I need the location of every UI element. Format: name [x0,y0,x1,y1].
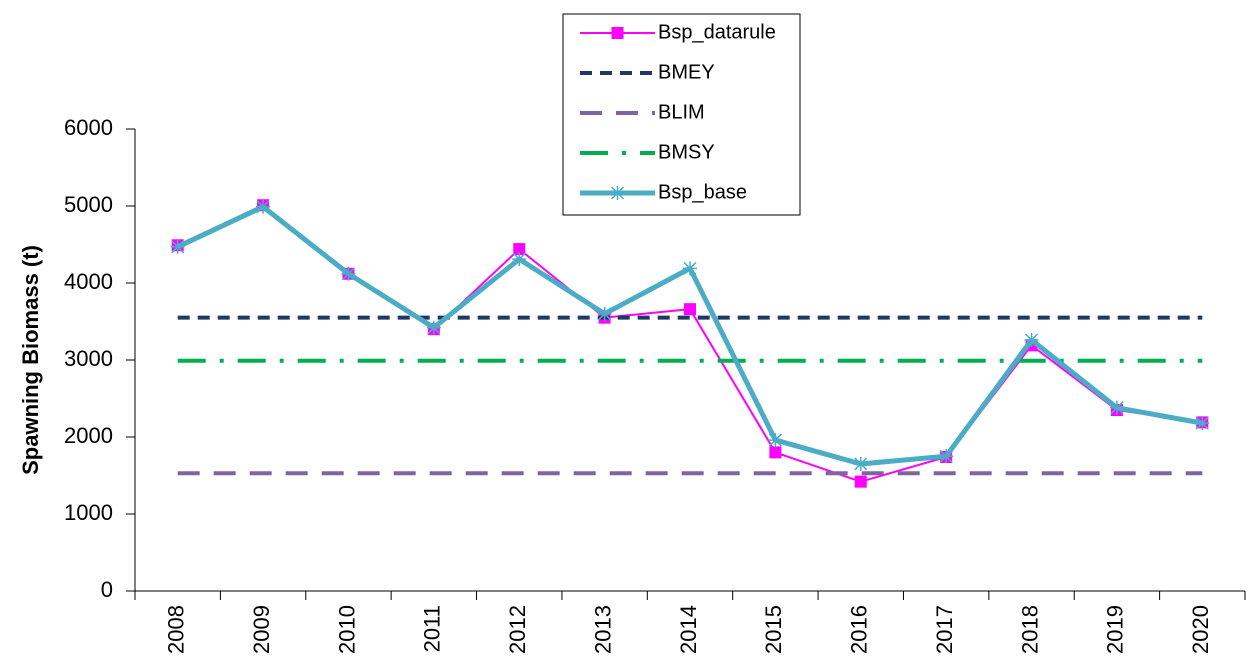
series-line [176,204,1203,467]
x-tick-label: 2017 [932,605,957,654]
y-tick-label: 3000 [64,346,113,371]
marker [768,433,783,448]
marker [610,186,625,200]
marker [684,303,696,316]
marker [1024,332,1039,347]
marker [512,252,527,267]
x-tick-label: 2012 [505,605,530,654]
marker [341,266,356,281]
y-tick-label: 6000 [64,115,113,140]
x-tick-label: 2009 [249,605,274,654]
marker [1195,416,1210,431]
y-axis-title: Spawning Biomass (t) [18,245,43,475]
y-tick-label: 2000 [64,423,113,448]
legend [562,13,801,216]
x-tick-label: 2019 [1103,605,1128,654]
y-tick-label: 4000 [64,269,113,294]
x-tick-label: 2011 [420,605,445,652]
x-tick-label: 2014 [676,605,701,654]
marker [611,27,624,39]
y-tick-label: 0 [101,577,113,602]
y-tick-label: 5000 [64,192,113,217]
series-line [177,204,1203,483]
marker [1109,400,1124,415]
y-tick-label: 1000 [64,500,113,525]
marker [939,449,954,464]
x-tick-label: 2015 [761,605,786,654]
marker [854,475,867,488]
marker [597,306,612,321]
marker [683,261,697,276]
legend-label: Bsp_base [658,181,747,203]
x-tick-label: 2018 [1017,605,1042,654]
marker [513,243,526,256]
legend-label: BMEY [658,61,715,83]
marker [853,456,868,471]
legend-label: BMSY [658,141,715,163]
x-tick-label: 2020 [1188,605,1213,654]
marker [256,199,271,214]
x-tick-label: 2010 [334,605,359,654]
x-tick-label: 2016 [847,605,872,654]
marker [426,320,441,335]
marker [170,239,185,254]
x-tick-label: 2013 [590,605,615,654]
legend-label: BLIM [658,101,705,123]
marker [769,446,782,459]
legend-label: Bsp_datarule [658,21,776,43]
x-tick-label: 2008 [164,605,189,654]
